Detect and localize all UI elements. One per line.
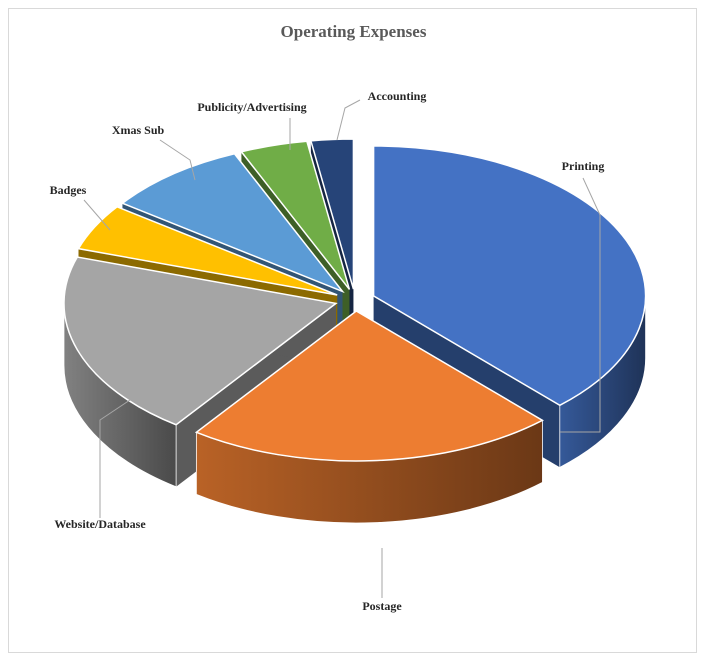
leader-line (159, 139, 196, 181)
pie-slice-postage (194, 310, 545, 462)
slice-label: Website/Database (54, 517, 146, 531)
slice-label: Postage (362, 599, 402, 613)
slice-label: Badges (50, 183, 87, 197)
pie-slice-printing (372, 145, 647, 407)
chart-title: Operating Expenses (280, 22, 427, 41)
leader-line (560, 177, 601, 433)
leader-line (99, 399, 131, 518)
slice-label: Accounting (368, 89, 427, 103)
slice-label: Publicity/Advertising (197, 100, 306, 114)
pie-slice-website-database (63, 256, 338, 426)
pie-top-faces (63, 138, 647, 462)
leader-line (336, 99, 361, 141)
slice-label: Xmas Sub (112, 123, 165, 137)
pie-labels: Printing Postage Website/Database Badges Xma… (50, 89, 605, 613)
slice-label: Printing (562, 159, 605, 173)
pie-slice-publicity-advertising (240, 140, 351, 290)
leader-line (83, 199, 111, 231)
pie-slice-badges (77, 205, 338, 296)
pie-slice-accounting (309, 138, 355, 290)
pie-slice-xmas-sub (120, 152, 345, 294)
